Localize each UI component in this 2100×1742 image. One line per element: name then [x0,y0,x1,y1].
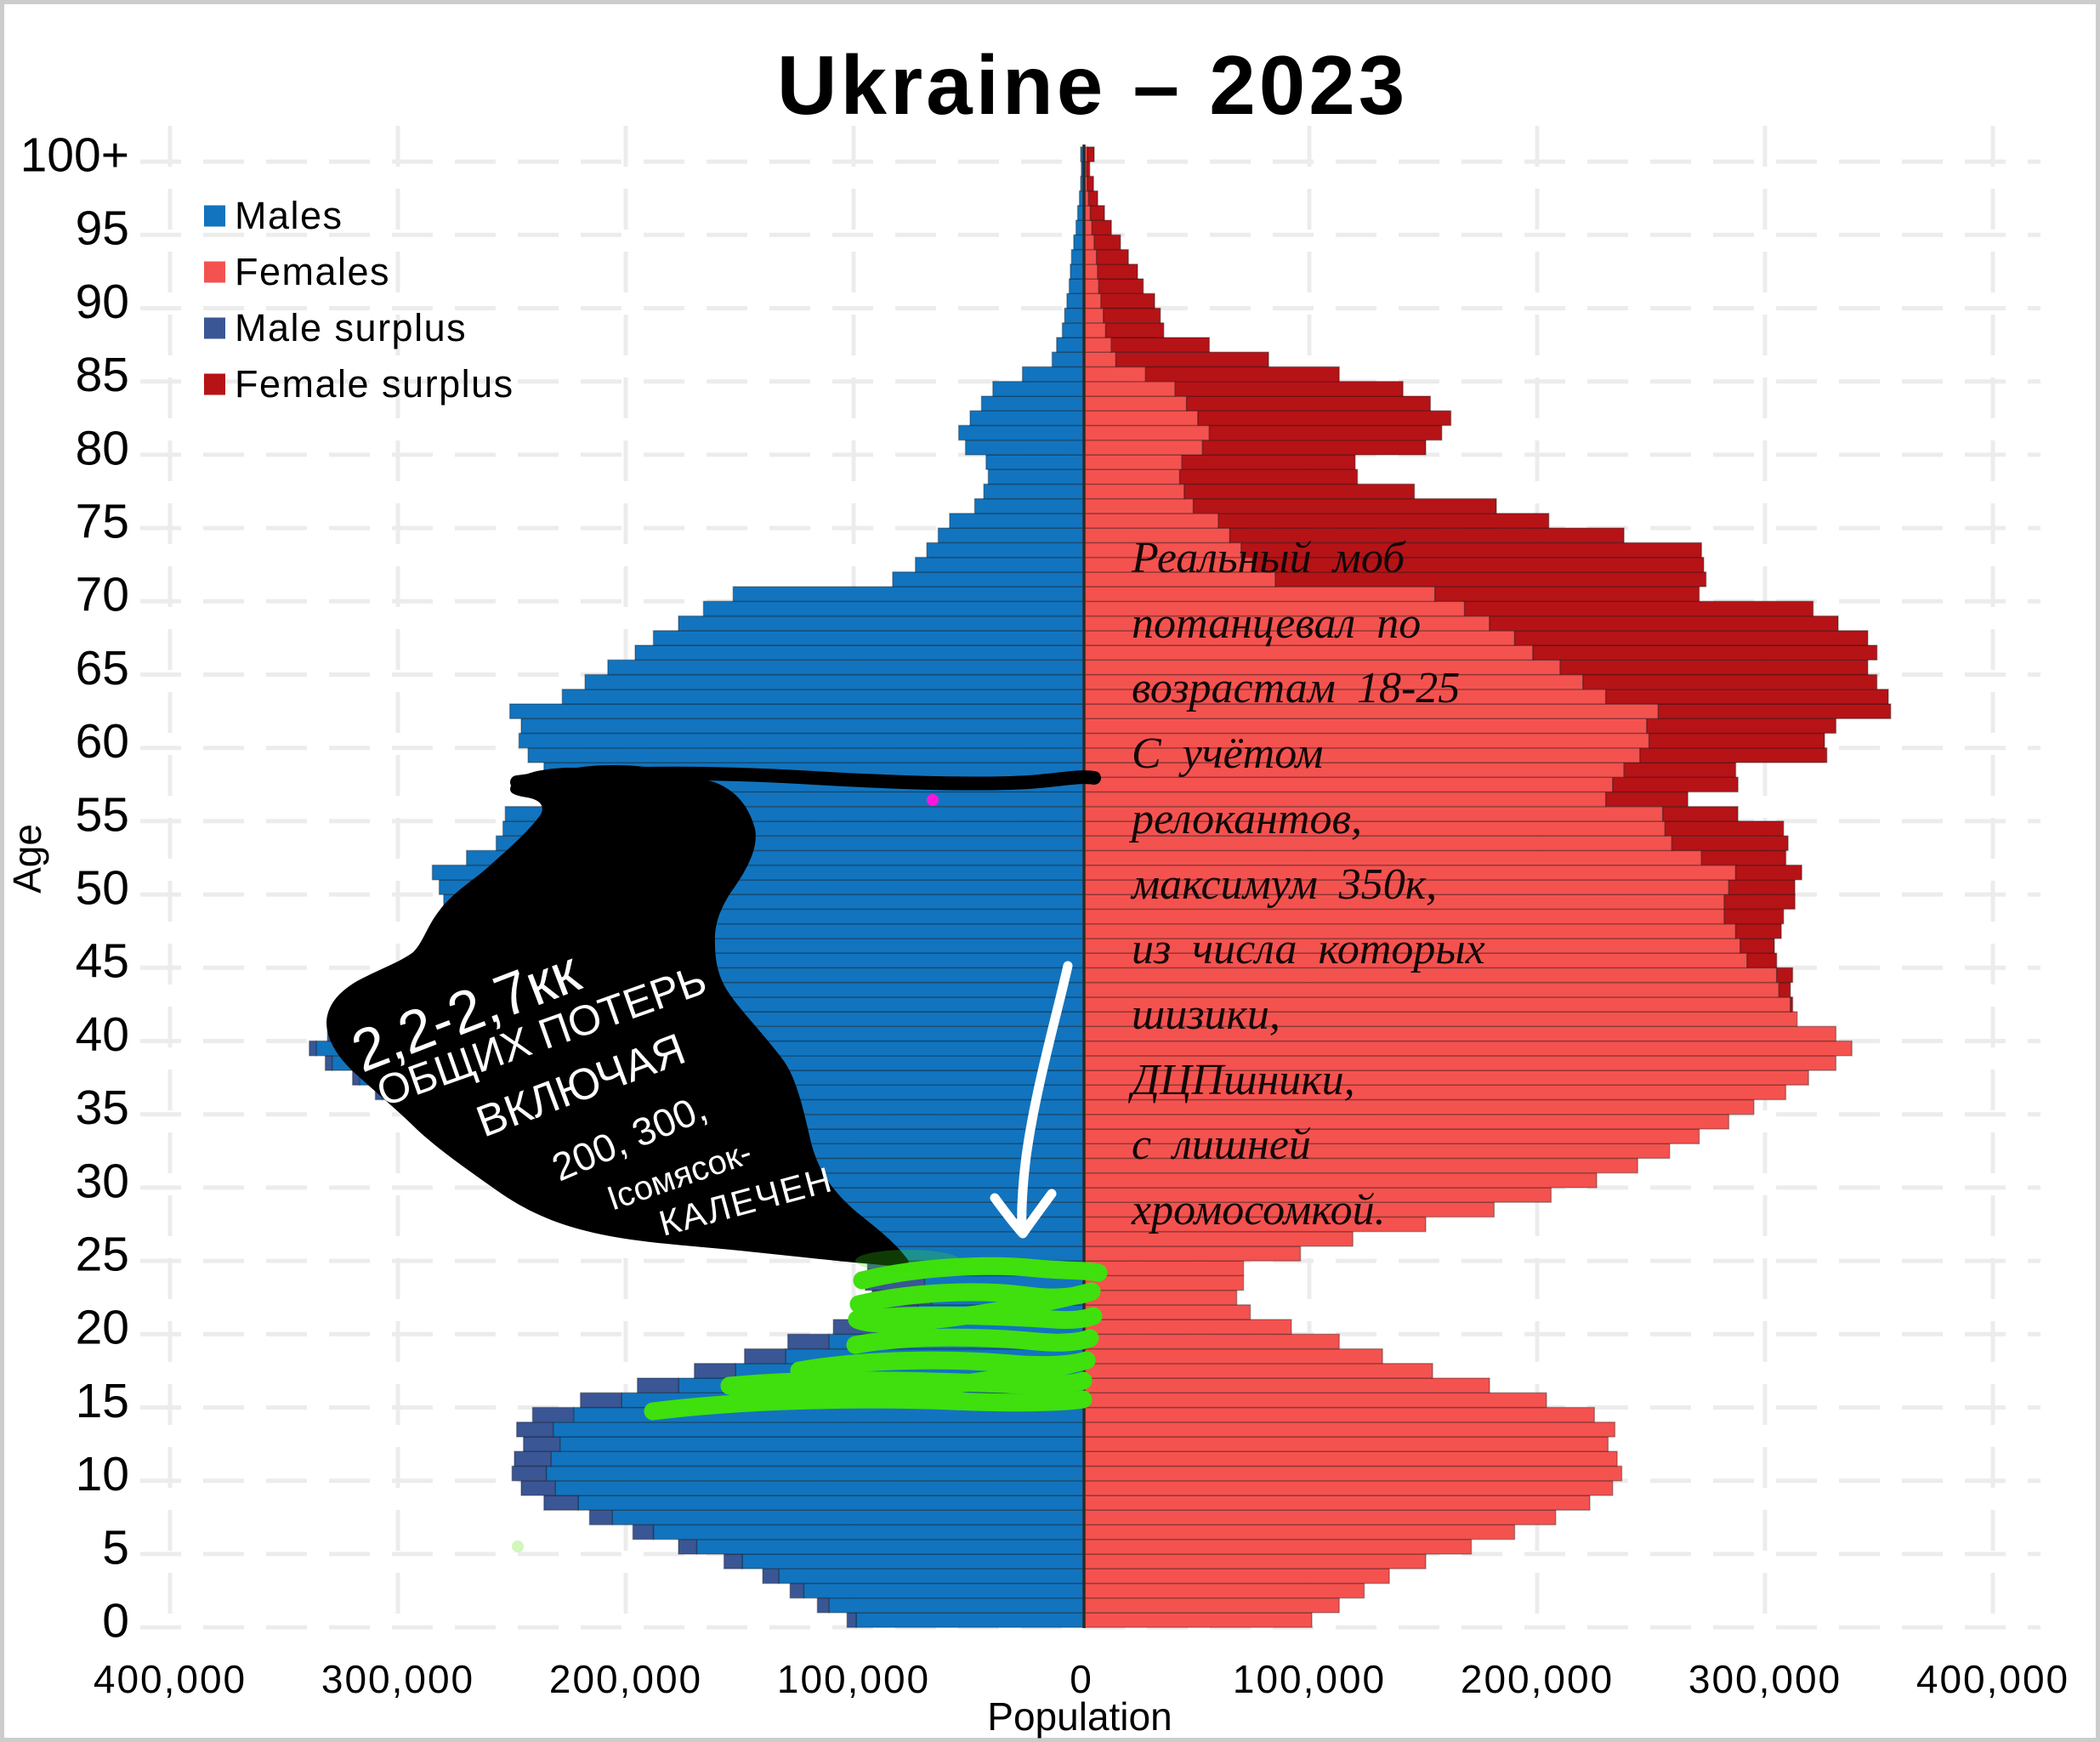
svg-text:45: 45 [76,934,129,989]
svg-text:30: 30 [76,1154,129,1208]
svg-text:Females: Females [235,250,390,293]
svg-text:300,000: 300,000 [1689,1657,1842,1701]
svg-text:50: 50 [76,861,129,916]
svg-text:90: 90 [76,275,129,329]
svg-text:хромосомкой.: хромосомкой. [1131,1186,1386,1234]
svg-text:потанцевал по: потанцевал по [1132,599,1421,648]
svg-text:65: 65 [76,641,129,695]
svg-text:25: 25 [76,1228,129,1282]
svg-text:40: 40 [76,1007,129,1062]
svg-text:60: 60 [76,714,129,769]
svg-text:из числа которых: из числа которых [1132,925,1485,973]
svg-text:95: 95 [76,201,129,256]
svg-text:0: 0 [102,1594,129,1648]
svg-text:85: 85 [76,348,129,402]
svg-text:шизики,: шизики, [1132,990,1280,1039]
svg-text:ДЦПшники,: ДЦПшники, [1127,1056,1355,1104]
svg-text:релокантов,: релокантов, [1128,795,1362,843]
svg-text:100,000: 100,000 [777,1657,930,1701]
svg-text:100,000: 100,000 [1233,1657,1386,1701]
svg-text:Ukraine – 2023: Ukraine – 2023 [777,38,1408,132]
svg-text:200,000: 200,000 [549,1657,702,1701]
svg-text:20: 20 [76,1301,129,1355]
svg-text:Males: Males [235,194,343,237]
svg-text:С учётом: С учётом [1132,729,1323,778]
svg-text:возрастам 18-25: возрастам 18-25 [1132,664,1460,712]
svg-text:400,000: 400,000 [1916,1657,2069,1701]
svg-text:с лишней: с лишней [1132,1121,1311,1169]
svg-text:Population: Population [987,1694,1172,1739]
svg-text:55: 55 [76,787,129,842]
svg-text:200,000: 200,000 [1461,1657,1614,1701]
svg-text:10: 10 [76,1447,129,1501]
svg-text:100+: 100+ [20,128,129,183]
svg-text:80: 80 [76,421,129,475]
svg-text:400,000: 400,000 [94,1657,247,1701]
svg-text:5: 5 [102,1520,129,1575]
svg-text:Female surplus: Female surplus [235,362,514,406]
svg-text:35: 35 [76,1081,129,1135]
svg-text:0: 0 [1070,1657,1093,1701]
svg-text:Age: Age [5,824,49,894]
svg-text:Реальный моб: Реальный моб [1131,534,1406,582]
svg-text:70: 70 [76,568,129,622]
svg-text:75: 75 [76,495,129,549]
svg-text:15: 15 [76,1374,129,1428]
svg-text:максимум 350к,: максимум 350к, [1130,860,1437,909]
svg-text:Male surplus: Male surplus [235,306,467,349]
svg-text:300,000: 300,000 [321,1657,474,1701]
